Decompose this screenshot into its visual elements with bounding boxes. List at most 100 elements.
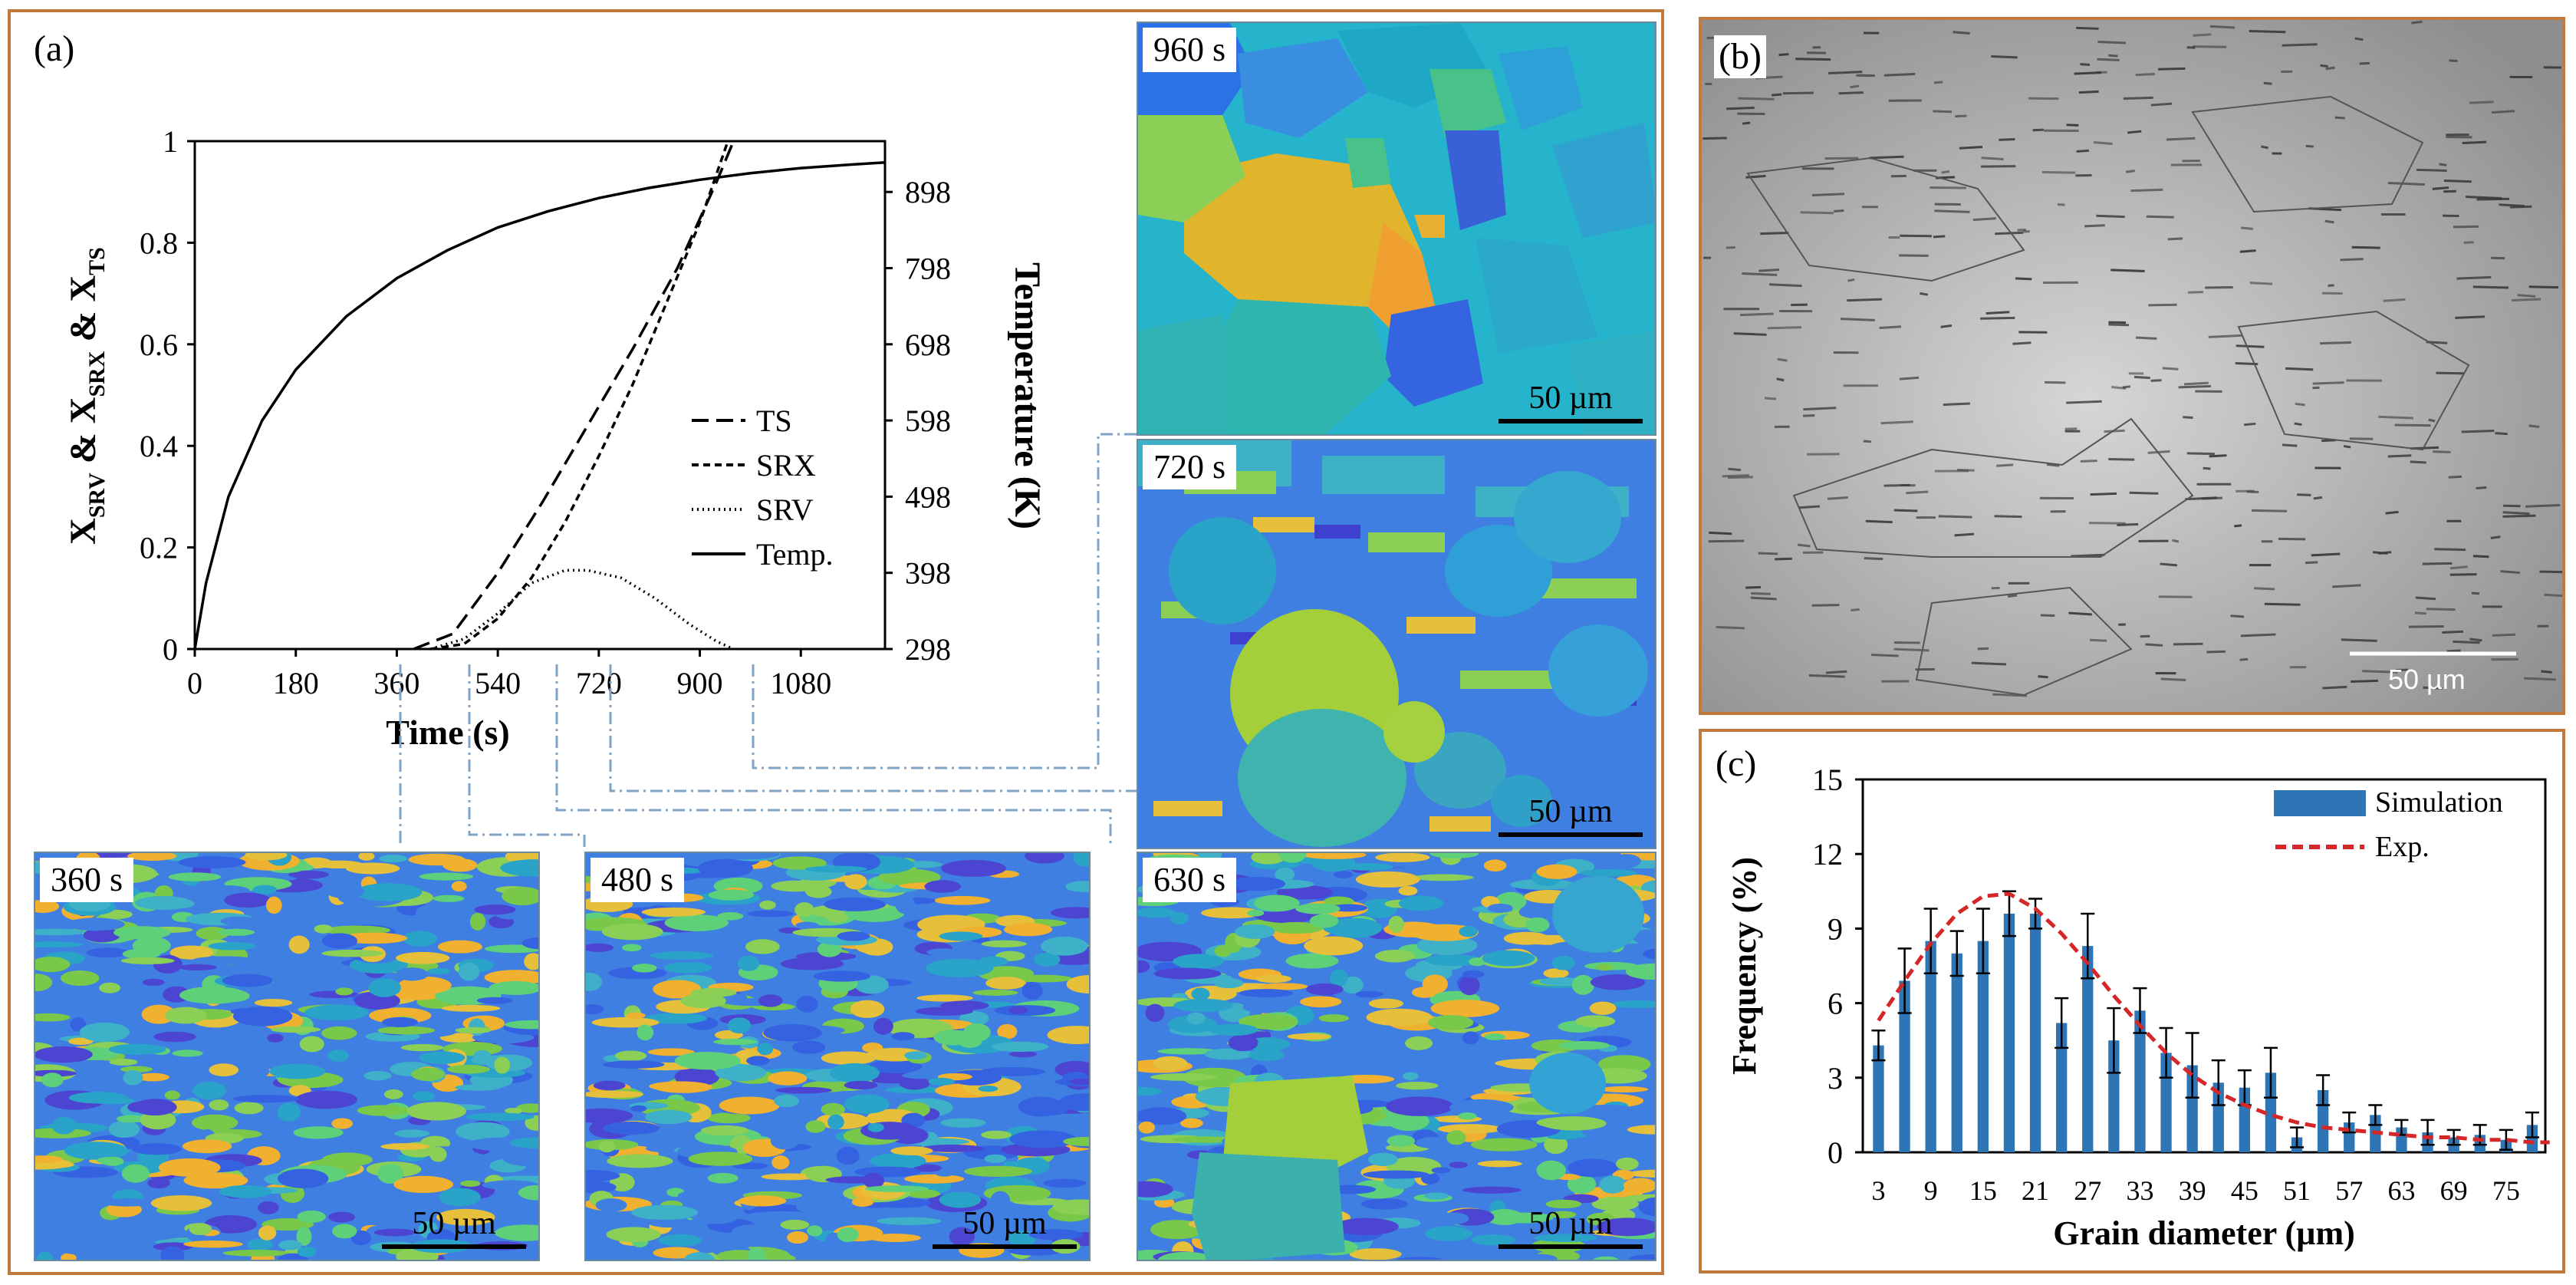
optical-micrograph: 50 µm [1702,20,2562,712]
panel-c: (c) 0 3 6 9 12 15 3 9 15 21 27 33 39 45 51 57 63 69 75 Grai… [1699,729,2565,1273]
micrograph-480s: 480 s 50 µm [584,852,1091,1261]
panel-b: 50 µm (b) [1699,17,2565,715]
series-temp-line [193,161,886,650]
scale-bar: 50 µm [382,1206,526,1249]
bar [1951,953,1962,1152]
micrograph-time-label: 480 s [591,858,685,902]
y-axis-label: XSRV & XSRX & XTS [63,247,110,545]
x-tick-label: 180 [273,666,319,700]
y-tick-label: 0 [1828,1135,1843,1170]
x-tick-label: 3 [1871,1175,1885,1206]
bar [1925,941,1936,1152]
plot-frame [1861,778,2547,1154]
y-tick-label: 0.8 [140,226,178,260]
time-evolution-chart: 0 180 360 540 720 900 1080 0 0.2 0.4 0.6 0.8 1 298 398… [63,124,1048,752]
y2-tick-label: 298 [905,632,951,667]
micrograph-time-label: 960 s [1143,28,1237,72]
series-srx-line [430,140,729,651]
plot-frame [193,140,887,651]
bar [2186,1065,2198,1152]
micrograph-time-label: 360 s [40,858,134,902]
legend-ts-label: TS [756,404,792,438]
bar [2526,1125,2538,1152]
panel-c-label: (c) [1711,743,1762,786]
x-axis-label: Time (s) [386,713,509,752]
micrograph-360s: 360 s 50 µm [34,852,540,1261]
scale-bar: 50 µm [1499,794,1643,837]
bar [2029,913,2041,1152]
bar [2134,1010,2146,1152]
y-tick-label: 9 [1828,911,1843,946]
y2-axis-label: Temperature (K) [1007,262,1048,529]
bar [2003,913,2015,1152]
x-tick-label: 57 [2335,1175,2363,1206]
legend-srv-label: SRV [756,493,814,527]
bar [2082,946,2094,1152]
y2-tick-label: 898 [905,175,951,209]
micrograph-time-label: 720 s [1143,445,1237,489]
legend: TS SRX SRV Temp. [692,404,834,572]
y2-tick-label: 798 [905,252,951,286]
x-tick-label: 21 [2022,1175,2049,1206]
x-tick-label: 69 [2440,1175,2468,1206]
y-tick-label: 0.2 [140,531,178,565]
legend-srx-label: SRX [756,448,816,483]
y-tick-label: 1 [163,124,178,159]
y-tick-label: 12 [1812,837,1843,871]
x-tick-label: 75 [2492,1175,2520,1206]
legend-simulation-swatch [2274,790,2366,816]
y-tick-label: 15 [1812,763,1843,797]
series-srv-line [429,568,735,651]
panel-a: (a) 0 180 360 540 720 900 1080 0 0.2 0.4 0.6 0.8 1 29… [8,9,1664,1275]
x-tick-label: 63 [2387,1175,2415,1206]
bar [2265,1072,2277,1152]
micrograph-630s: 630 s 50 µm [1137,852,1656,1261]
y2-tick-label: 498 [905,479,951,514]
y-tick-label: 6 [1828,987,1843,1021]
x-tick-label: 27 [2074,1175,2101,1206]
bar [2108,1040,2120,1152]
bar [2055,1023,2068,1152]
x-tick-label: 9 [1924,1175,1938,1206]
series-ts-line [413,140,735,651]
legend-exp-label: Exp. [2375,831,2430,863]
x-tick-label: 720 [576,666,622,700]
series-exp-line [1877,891,2550,1145]
micrograph-960s: 960 s 50 µm [1137,21,1656,436]
scale-label: 50 µm [2388,664,2466,695]
y-axis-label: Frequency (%) [1726,857,1763,1075]
y2-tick-label: 698 [905,328,951,362]
bar [1977,941,1989,1152]
scale-bar: 50 µm [933,1206,1077,1249]
y-tick-label: 3 [1828,1061,1843,1096]
panel-b-label: (b) [1714,35,1766,78]
bar [2212,1082,2224,1152]
bar [1899,980,1910,1152]
x-tick-label: 900 [677,666,723,700]
x-tick-label: 51 [2283,1175,2311,1206]
x-tick-label: 1080 [770,666,831,700]
y-tick-label: 0 [163,632,178,667]
bar [1873,1045,1884,1152]
micrograph-720s: 720 s 50 µm [1137,439,1656,849]
x-tick-label: 33 [2126,1175,2153,1206]
y2-tick-label: 598 [905,404,951,438]
x-axis-label: Grain diameter (µm) [2053,1214,2355,1252]
legend: Simulation Exp. [2274,786,2503,863]
panel-a-label: (a) [29,28,80,71]
x-tick-label: 360 [373,666,419,700]
x-tick-label: 15 [1969,1175,1997,1206]
legend-temp-label: Temp. [756,537,834,572]
x-tick-label: 45 [2231,1175,2259,1206]
x-tick-label: 39 [2179,1175,2206,1206]
legend-simulation-label: Simulation [2375,786,2503,819]
micrograph-time-label: 630 s [1143,858,1237,902]
x-tick-label: 0 [187,666,202,700]
scale-bar: 50 µm [1499,1206,1643,1249]
y2-tick-label: 398 [905,556,951,591]
y-tick-label: 0.6 [140,328,178,362]
scale-bar: 50 µm [1499,381,1643,423]
x-tick-label: 540 [475,666,521,700]
y-tick-label: 0.4 [140,429,178,463]
